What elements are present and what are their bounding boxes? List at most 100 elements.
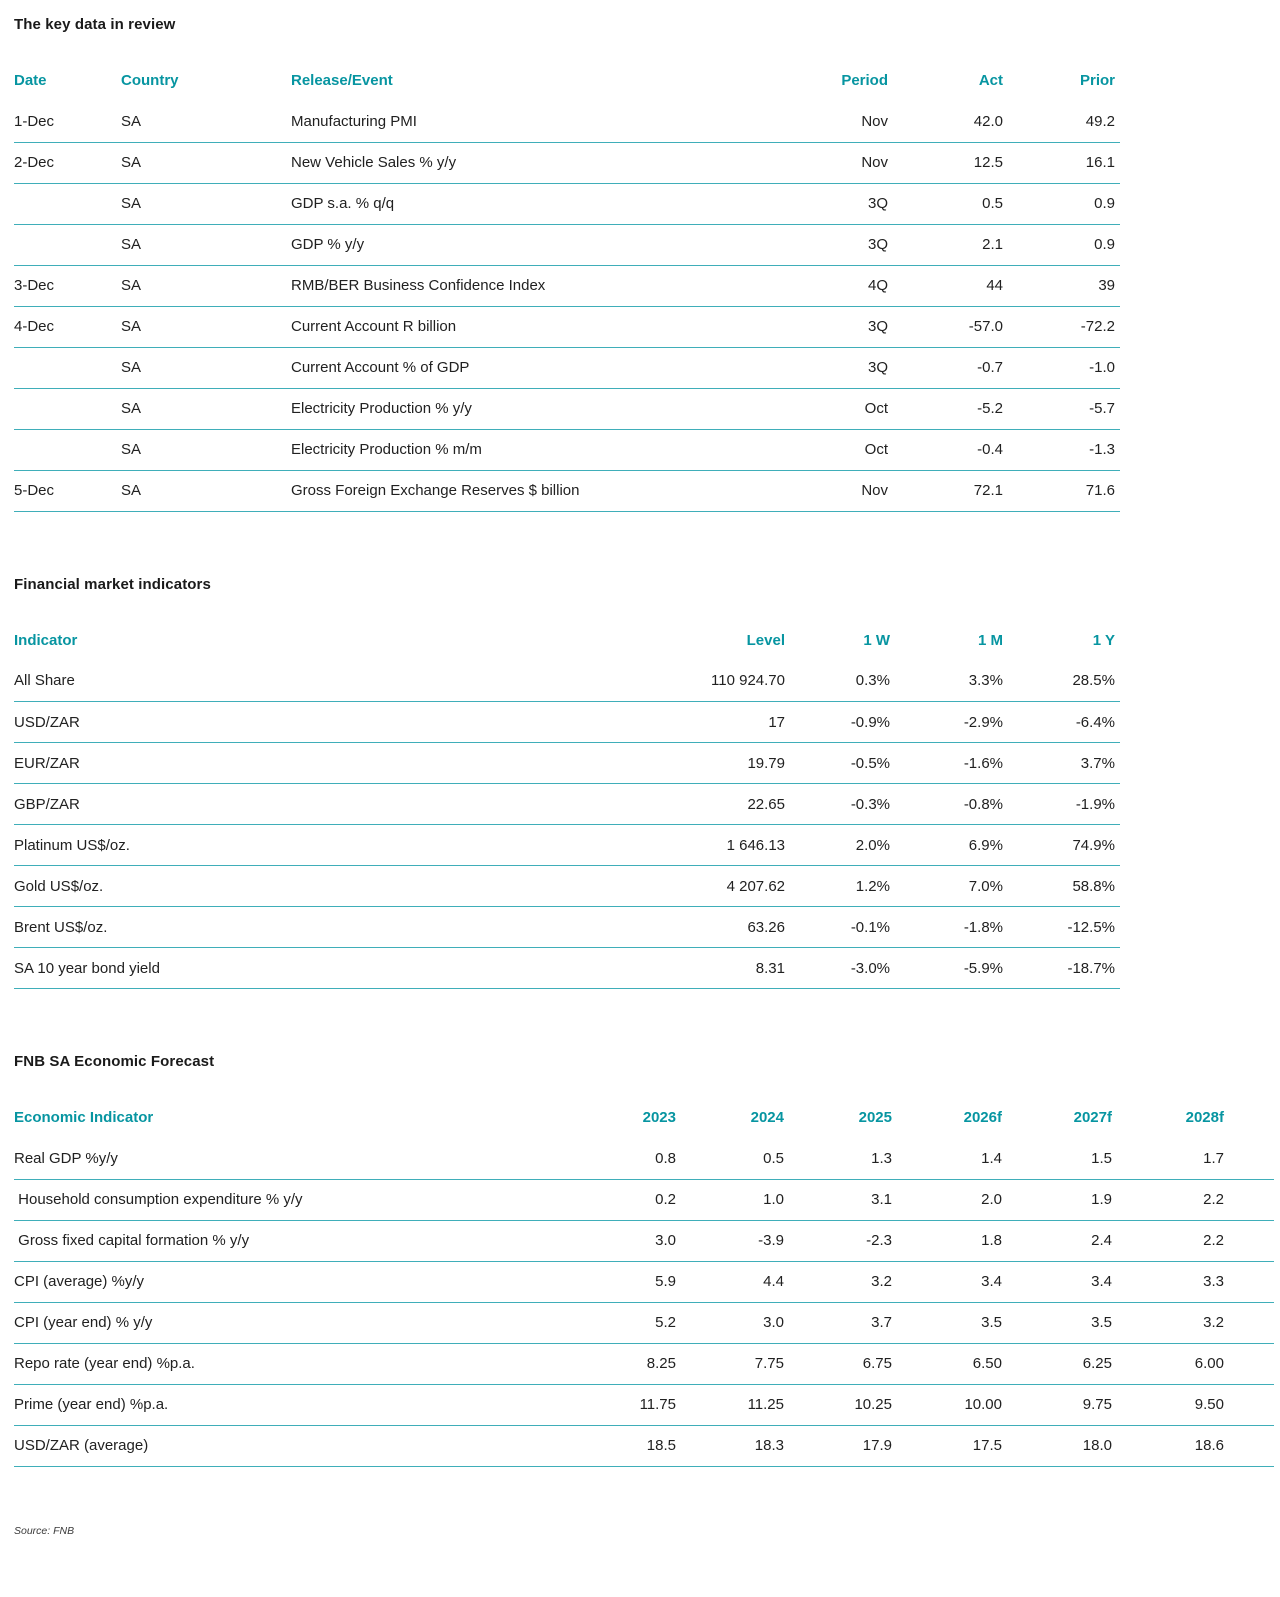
table-cell: -5.7 [1003,388,1120,430]
column-header: Level [746,631,785,649]
table-cell: 8.31 [615,947,785,989]
table-cell: SA [121,306,291,348]
table-cell: 1.0 [676,1179,784,1221]
table-cell: EUR/ZAR [14,742,615,784]
table-cell: 71.6 [1003,470,1120,512]
table-cell: 10.00 [892,1384,1002,1426]
table-cell: 2.4 [1002,1220,1112,1262]
table-cell: 2.2 [1112,1179,1274,1221]
table-cell: 3.1 [784,1179,892,1221]
table-cell: SA [121,388,291,430]
table-cell: 2.1 [888,224,1003,266]
table-cell: 5.9 [568,1261,676,1303]
table-cell: Oct [768,429,888,471]
table-cell: Current Account R billion [291,306,768,348]
source-note: Source: FNB [14,1524,75,1537]
table-cell: -3.0% [785,947,890,989]
financial-indicators-table: Indicator Level 1 W 1 M 1 Y All Share 110 924… [14,620,1120,989]
column-header: Prior [1079,72,1115,89]
table-cell: -5.9% [890,947,1003,989]
table-cell: 1.2% [785,865,890,907]
table-cell: -0.7 [888,347,1003,389]
key-data-section: The key data in review Date Country Releas… [14,16,1280,512]
table-cell: 19.79 [615,742,785,784]
column-header: 2024 [750,1109,784,1126]
table-cell: 6.9% [890,824,1003,866]
table-cell: -1.0 [1003,347,1120,389]
section-title-forecast: FNB SA Economic Forecast [14,1053,215,1070]
table-cell: Nov [768,470,888,512]
header-row: Date Country Release/Event Period Act Prior [14,60,1120,101]
table-cell: -1.3 [1003,429,1120,471]
table-cell: 3.4 [892,1261,1002,1303]
table-cell: 9.75 [1002,1384,1112,1426]
table-cell: 1.7 [1112,1138,1274,1180]
table-cell: SA [121,265,291,307]
table-cell: CPI (average) %y/y [14,1261,568,1303]
table-cell: 58.8% [1003,865,1120,907]
table-cell: 28.5% [1003,660,1120,702]
table-cell: -3.9 [676,1220,784,1262]
table-cell: 6.00 [1112,1343,1274,1385]
table-row: 5-Dec SA Gross Foreign Exchange Reserves $… [14,470,1120,512]
column-header: 1 W [863,631,890,649]
table-cell: Electricity Production % m/m [291,429,768,471]
table-cell: 3.7% [1003,742,1120,784]
table-cell: 3-Dec [14,265,121,307]
table-cell: 74.9% [1003,824,1120,866]
table-cell: SA [121,224,291,266]
table-row: USD/ZAR (average) 18.5 18.3 17.9 17.5 18.0 18.… [14,1425,1274,1467]
table-cell: GBP/ZAR [14,783,615,825]
table-cell: 18.3 [676,1425,784,1467]
table-cell: USD/ZAR (average) [14,1425,568,1467]
column-header: Country [121,72,179,89]
table-cell: GDP % y/y [291,224,768,266]
table-cell: 2-Dec [14,142,121,184]
table-cell: -18.7% [1003,947,1120,989]
table-cell: 72.1 [888,470,1003,512]
table-cell: 42.0 [888,101,1003,143]
table-cell: 17 [615,701,785,743]
table-row: 2-Dec SA New Vehicle Sales % y/y Nov 12.5 16.… [14,142,1120,184]
section-title-financial: Financial market indicators [14,575,211,593]
table-cell: 1 646.13 [615,824,785,866]
table-cell: -0.4 [888,429,1003,471]
table-cell: -0.3% [785,783,890,825]
table-cell [14,347,121,389]
table-row: Gold US$/oz. 4 207.62 1.2% 7.0% 58.8% [14,865,1120,907]
table-cell: -57.0 [888,306,1003,348]
table-cell: -72.2 [1003,306,1120,348]
table-row: Platinum US$/oz. 1 646.13 2.0% 6.9% 74.9% [14,824,1120,866]
table-cell: 6.75 [784,1343,892,1385]
column-header: 1 M [977,631,1003,649]
table-cell [14,183,121,225]
section-title-key-data: The key data in review [14,16,176,33]
table-row: GBP/ZAR 22.65 -0.3% -0.8% -1.9% [14,783,1120,825]
table-cell: 5.2 [568,1302,676,1344]
table-cell: -0.5% [785,742,890,784]
table-cell [14,429,121,471]
table-cell: 8.25 [568,1343,676,1385]
table-cell: SA [121,429,291,471]
table-cell: -0.8% [890,783,1003,825]
table-row: SA Electricity Production % m/m Oct -0.4 -1.… [14,429,1120,471]
table-cell: 4.4 [676,1261,784,1303]
table-cell: 0.5 [888,183,1003,225]
table-cell: 12.5 [888,142,1003,184]
table-cell: -1.9% [1003,783,1120,825]
table-cell: 6.50 [892,1343,1002,1385]
column-header: Act [978,72,1003,89]
table-cell: 0.9 [1003,224,1120,266]
column-header: Indicator [14,631,78,649]
table-cell: 110 924.70 [615,660,785,702]
table-cell: 1.3 [784,1138,892,1180]
table-cell: 10.25 [784,1384,892,1426]
table-cell: SA [121,101,291,143]
table-cell: 3.3 [1112,1261,1274,1303]
table-cell: 11.25 [676,1384,784,1426]
economic-forecast-section: FNB SA Economic Forecast Economic Indica… [14,1053,1280,1467]
table-cell: SA [121,183,291,225]
table-cell: Current Account % of GDP [291,347,768,389]
table-cell: Gross Foreign Exchange Reserves $ billio… [291,470,768,512]
table-cell: -2.3 [784,1220,892,1262]
